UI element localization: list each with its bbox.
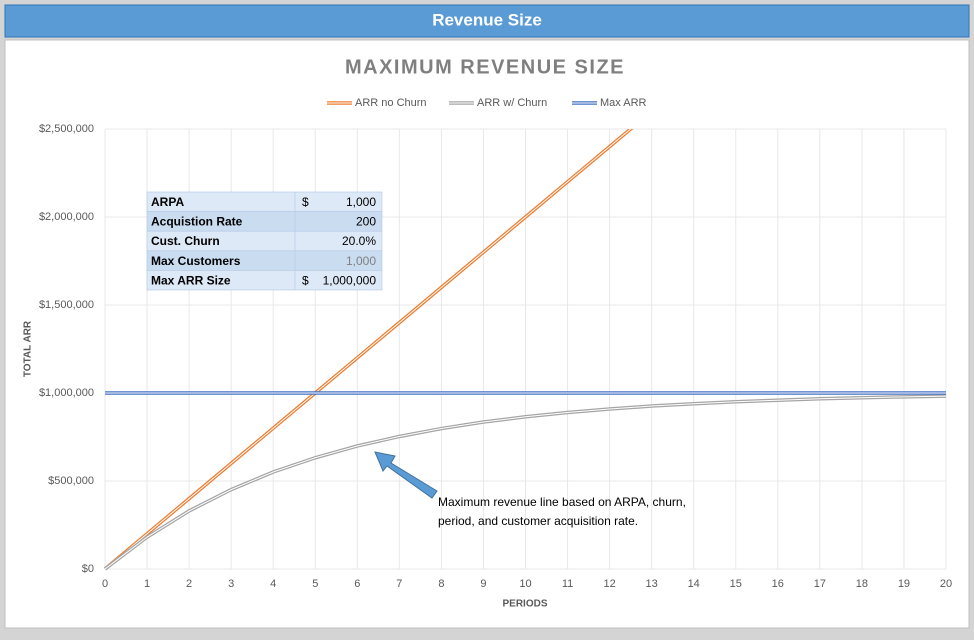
y-tick-label: $0	[82, 563, 94, 575]
x-tick-label: 8	[438, 578, 444, 590]
legend: ARR no Churn ARR w/ Churn Max ARR	[327, 97, 647, 109]
x-tick-label: 12	[603, 578, 615, 590]
x-tick-label: 10	[519, 578, 531, 590]
legend-label: Max ARR	[600, 97, 647, 109]
table-value: 1,000	[346, 254, 376, 268]
table-value: 1,000	[346, 195, 376, 209]
table-value: 20.0%	[342, 234, 376, 248]
grid: 0 1 2 3 4 5 6 7 8 9 10 11 12 13 14 15 16 17 18 19 20$0$500,0…	[39, 123, 952, 590]
legend-label: ARR no Churn	[355, 97, 427, 109]
x-tick-label: 20	[940, 578, 952, 590]
annotation-line: Maximum revenue line based on ARPA, chur…	[438, 495, 686, 509]
header-bar	[4, 4, 970, 38]
series-line-inner	[104, 129, 632, 570]
annotation-line: period, and customer acquisition rate.	[438, 514, 638, 528]
table-row	[146, 270, 383, 291]
annotation-arrow	[374, 451, 438, 499]
x-tick-label: 3	[228, 578, 234, 590]
x-tick-label: 15	[730, 578, 742, 590]
x-tick-label: 19	[898, 578, 910, 590]
table-currency: $	[302, 273, 309, 287]
plot-lines	[103, 129, 947, 571]
table-value: 1,000,000	[323, 273, 377, 287]
x-tick-label: 0	[102, 578, 108, 590]
x-tick-label: 9	[480, 578, 486, 590]
input-table: ARPA $1,000 Acquistion Rate 200 Cust. Churn 2…	[146, 191, 383, 291]
x-tick-label: 17	[814, 578, 826, 590]
x-tick-label: 18	[856, 578, 868, 590]
x-tick-label: 5	[312, 578, 318, 590]
chart-title: MAXIMUM REVENUE SIZE	[345, 56, 625, 78]
x-tick-label: 7	[396, 578, 402, 590]
table-currency: $	[302, 195, 309, 209]
x-tick-label: 14	[688, 578, 700, 590]
y-tick-label: $1,500,000	[39, 299, 94, 311]
x-tick-label: 16	[772, 578, 784, 590]
x-tick-label: 6	[354, 578, 360, 590]
table-label: Acquistion Rate	[151, 215, 243, 229]
x-axis-title: PERIODS	[502, 599, 547, 610]
table-label: Max Customers	[151, 254, 241, 268]
table-label: Max ARR Size	[151, 273, 231, 287]
x-tick-label: 4	[270, 578, 276, 590]
table-label: ARPA	[151, 195, 184, 209]
chart-panel	[4, 39, 970, 629]
y-tick-label: $500,000	[48, 475, 94, 487]
header-title: Revenue Size	[432, 10, 542, 29]
table-label: Cust. Churn	[151, 234, 220, 248]
y-tick-label: $2,500,000	[39, 123, 94, 135]
x-tick-label: 1	[144, 578, 150, 590]
y-axis-title: TOTAL ARR	[23, 320, 34, 377]
x-tick-label: 13	[646, 578, 658, 590]
legend-label: ARR w/ Churn	[477, 97, 547, 109]
series-line-inner	[104, 395, 947, 570]
x-tick-label: 2	[186, 578, 192, 590]
y-tick-label: $2,000,000	[39, 211, 94, 223]
x-tick-label: 11	[562, 578, 573, 590]
table-value: 200	[356, 215, 376, 229]
y-tick-label: $1,000,000	[39, 387, 94, 399]
